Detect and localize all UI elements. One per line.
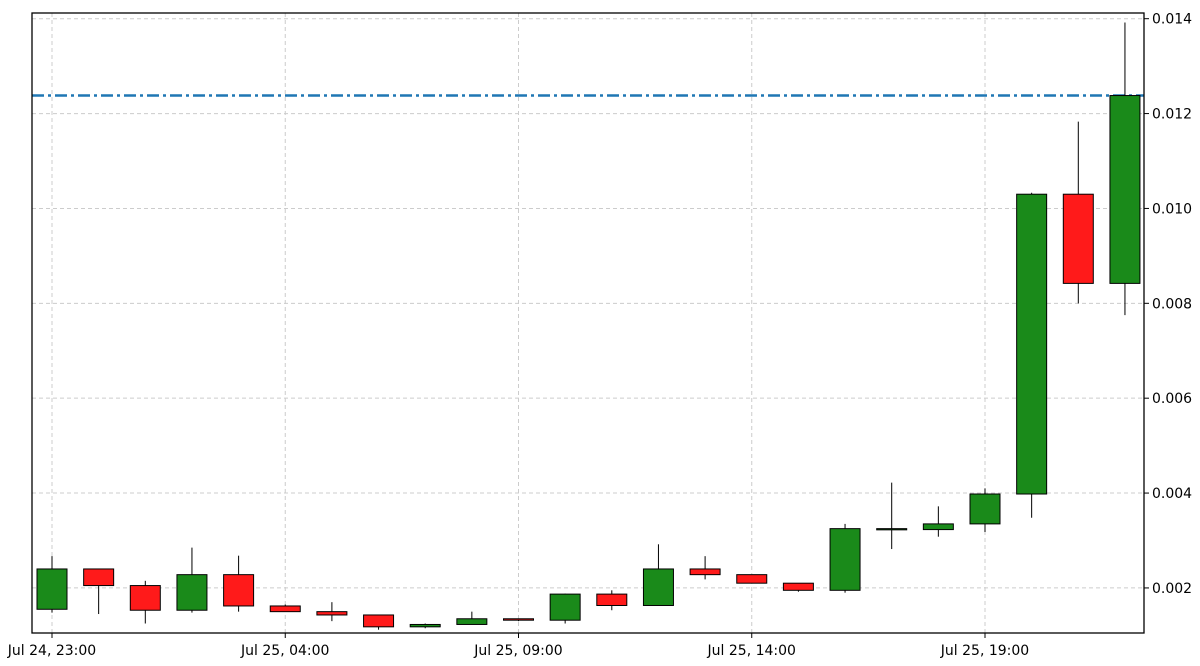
y-tick-label: 0.004 — [1152, 486, 1192, 502]
candle-body-down — [129, 585, 161, 611]
x-tick-label: Jul 24, 23:00 — [7, 643, 96, 659]
candle-body-down — [503, 618, 534, 621]
candle — [223, 555, 255, 612]
candle — [1109, 22, 1141, 316]
y-tick-label: 0.006 — [1152, 391, 1192, 407]
candle-body-down — [269, 605, 301, 613]
candle-body-up — [1016, 193, 1048, 495]
candle-body-up — [409, 623, 441, 628]
candle — [782, 582, 814, 592]
candle — [176, 547, 208, 613]
candle-body-up — [176, 574, 208, 611]
candle — [736, 574, 768, 584]
candle-body-down — [83, 568, 115, 587]
x-tick-label: Jul 25, 14:00 — [707, 643, 796, 659]
y-tick-label: 0.008 — [1152, 296, 1192, 312]
candle-body-up — [922, 523, 954, 531]
y-axis-ticks: 0.002 0.004 0.006 0.008 0.010 0.012 0.014 — [1144, 12, 1192, 597]
candle — [456, 611, 488, 625]
candle-body-down — [689, 568, 721, 576]
plot-frame — [31, 12, 1145, 634]
candle — [969, 488, 1001, 532]
candle — [922, 506, 954, 537]
candle — [503, 618, 534, 622]
candle — [876, 482, 908, 550]
x-tick-label: Jul 25, 09:00 — [473, 643, 562, 659]
candle — [1062, 121, 1094, 304]
candle-body-down — [363, 614, 395, 628]
grid-layer — [32, 13, 1144, 633]
candle — [409, 623, 441, 629]
candle — [689, 556, 721, 580]
candle — [1016, 192, 1048, 518]
y-tick-label: 0.014 — [1152, 12, 1192, 28]
candle — [269, 604, 301, 613]
candle-body-down — [223, 574, 255, 607]
candle — [642, 544, 674, 606]
x-tick-label: Jul 25, 19:00 — [940, 643, 1029, 659]
candle-body-up — [36, 568, 68, 610]
y-tick-label: 0.010 — [1152, 201, 1192, 217]
x-tick-label: Jul 25, 04:00 — [240, 643, 329, 659]
candle — [83, 568, 115, 615]
candle-body-up — [876, 528, 908, 531]
candle-body-up — [829, 528, 861, 591]
candle-body-down — [782, 582, 814, 591]
candle-body-down — [1062, 193, 1094, 284]
x-axis-ticks: Jul 24, 23:00 Jul 25, 04:00 Jul 25, 09:00 J… — [7, 633, 1029, 659]
candle — [363, 614, 395, 630]
candle — [829, 523, 861, 593]
candle — [316, 602, 348, 622]
candle — [36, 556, 68, 613]
candle — [596, 590, 628, 611]
candle — [129, 580, 161, 624]
y-tick-label: 0.002 — [1152, 581, 1192, 597]
candle-body-down — [736, 574, 768, 584]
candle-body-down — [316, 611, 348, 616]
candle-body-up — [1109, 95, 1141, 284]
candle-body-up — [549, 593, 581, 621]
candle-layer — [36, 22, 1141, 630]
candle-body-down — [596, 593, 628, 606]
candle-body-up — [456, 618, 488, 625]
candle — [549, 593, 581, 624]
candle-body-up — [642, 568, 674, 606]
y-tick-label: 0.012 — [1152, 107, 1192, 123]
candle-body-up — [969, 493, 1001, 525]
